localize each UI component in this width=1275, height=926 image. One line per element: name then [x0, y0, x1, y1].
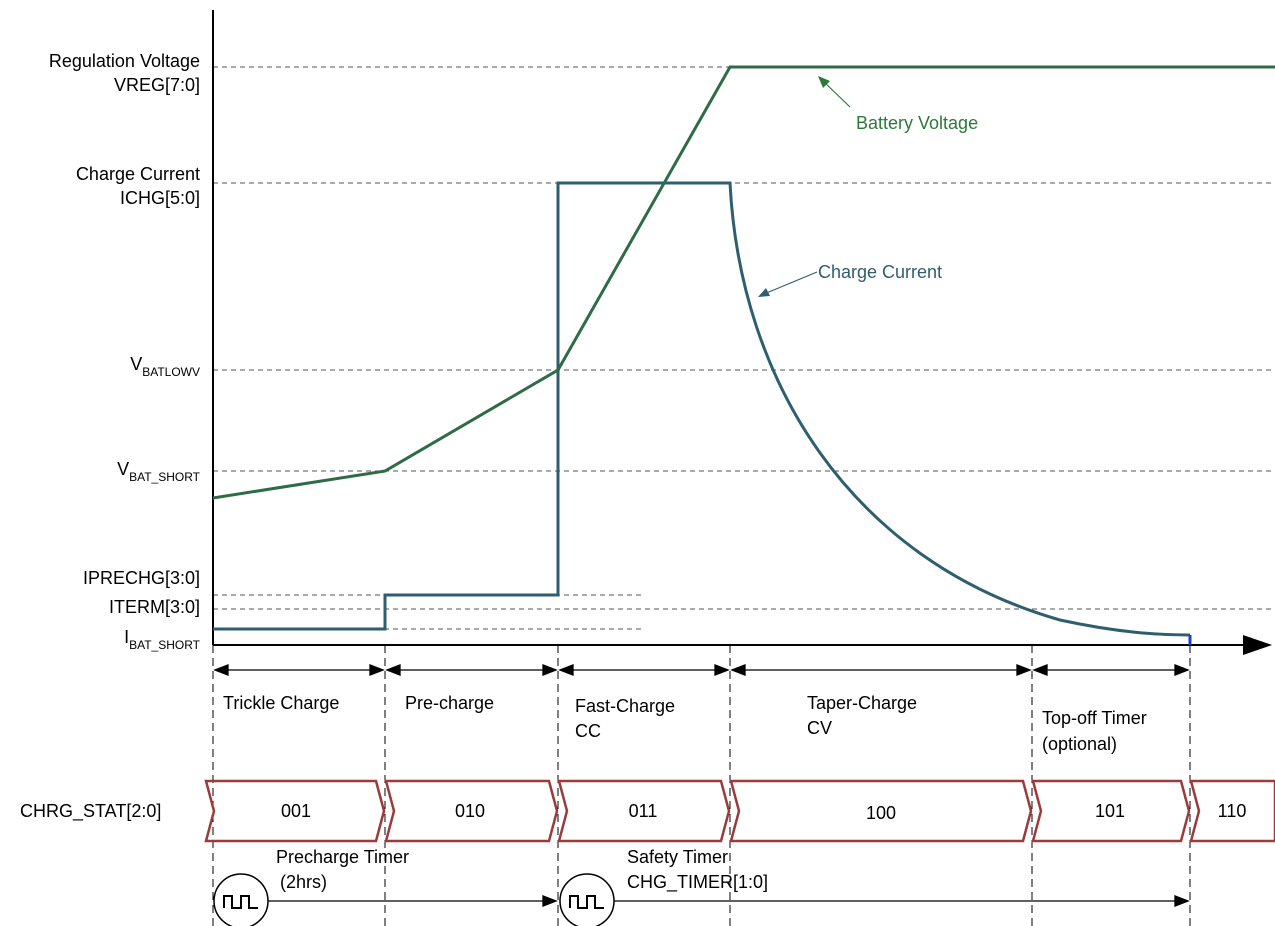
phase-span-arrowhead — [1032, 664, 1048, 676]
state-code: 011 — [629, 801, 658, 821]
label-ichg-line1: Charge Current — [76, 164, 200, 184]
phase-label-taper-line1: Taper-Charge — [807, 693, 917, 713]
chrg-stat-bus — [204, 779, 1275, 843]
reference-lines — [213, 66, 1275, 630]
phase-span-arrowhead — [1016, 664, 1032, 676]
phase-label-topoff-line1: Top-off Timer — [1042, 708, 1147, 728]
chrg-stat-codes: 001 010 011 100 101 110 — [281, 801, 1246, 823]
state-code: 110 — [1218, 801, 1247, 821]
label-ibat-short-sub: BAT_SHORT — [129, 638, 201, 652]
phase-label-topoff-line2: (optional) — [1042, 734, 1117, 754]
precharge-timer-clock-icon — [213, 873, 269, 926]
axes — [212, 10, 1250, 646]
label-vbatlowv-sub: BATLOWV — [142, 365, 200, 379]
timer-arrows — [268, 895, 1190, 907]
phase-span-arrowhead — [385, 664, 401, 676]
phase-span-arrows — [213, 664, 1190, 676]
state-box — [204, 779, 386, 843]
annotation-arrows — [758, 76, 851, 297]
safety-timer-clock-icon — [559, 873, 615, 926]
label-vbat-short: VBAT_SHORT — [117, 459, 201, 484]
label-vbatlowv-main: V — [130, 354, 142, 374]
precharge-timer-arrowhead — [542, 895, 558, 907]
safety-timer-line1: Safety Timer — [627, 847, 728, 867]
charge-current-curve — [213, 181, 1191, 637]
battery-voltage-pointer — [822, 80, 851, 108]
phase-span-arrowhead — [542, 664, 558, 676]
phase-span-arrowhead — [213, 664, 229, 676]
phase-span-arrowhead — [1174, 664, 1190, 676]
axis-labels: Regulation Voltage VREG[7:0] Charge Curr… — [49, 51, 201, 652]
battery-voltage-curve — [212, 65, 1275, 500]
charge-current-arrowhead — [758, 288, 770, 297]
label-vreg-line2: VREG[7:0] — [114, 75, 200, 95]
state-box — [557, 779, 731, 843]
charge-current-pointer — [763, 271, 818, 295]
phase-span-arrowhead — [714, 664, 730, 676]
precharge-timer-line2: (2hrs) — [280, 872, 327, 892]
x-axis-arrowhead — [1243, 635, 1272, 655]
charge-current-annotation: Charge Current — [818, 262, 942, 282]
phase-span-arrowhead — [369, 664, 385, 676]
precharge-timer-line1: Precharge Timer — [276, 847, 409, 867]
label-ibat-short: IBAT_SHORT — [124, 627, 201, 652]
phase-labels: Trickle Charge Pre-charge Fast-Charge CC… — [223, 693, 1147, 754]
phase-label-fastcharge-line2: CC — [575, 721, 601, 741]
phase-label-taper-line2: CV — [807, 718, 832, 738]
state-box — [729, 779, 1033, 843]
state-code: 001 — [281, 801, 311, 821]
label-ichg-line2: ICHG[5:0] — [120, 188, 200, 208]
label-vbatlowv: VBATLOWV — [130, 354, 200, 379]
phase-label-precharge: Pre-charge — [405, 693, 494, 713]
safety-timer-line2: CHG_TIMER[1:0] — [627, 872, 768, 893]
chrg-stat-label: CHRG_STAT[2:0] — [20, 801, 161, 822]
phase-label-trickle: Trickle Charge — [223, 693, 339, 713]
label-vbat-short-sub: BAT_SHORT — [129, 470, 201, 484]
state-code: 101 — [1095, 801, 1125, 821]
phase-boundaries — [212, 645, 1191, 926]
battery-voltage-arrowhead — [818, 76, 830, 88]
label-vreg-line1: Regulation Voltage — [49, 51, 200, 71]
square-wave-glyph — [223, 895, 258, 909]
label-iterm: ITERM[3:0] — [109, 597, 200, 617]
state-code: 010 — [455, 801, 485, 821]
state-code: 100 — [866, 803, 896, 823]
label-iprechg: IPRECHG[3:0] — [83, 568, 200, 588]
label-vbat-short-main: V — [117, 459, 129, 479]
square-wave-glyph — [569, 895, 604, 909]
safety-timer-arrowhead — [1174, 895, 1190, 907]
phase-label-fastcharge-line1: Fast-Charge — [575, 696, 675, 716]
state-box — [384, 779, 559, 843]
phase-span-arrowhead — [558, 664, 574, 676]
battery-voltage-annotation: Battery Voltage — [856, 113, 978, 133]
state-box — [1031, 779, 1191, 843]
phase-span-arrowhead — [730, 664, 746, 676]
label-ibat-short-main: I — [124, 627, 129, 647]
state-box — [1189, 779, 1275, 843]
